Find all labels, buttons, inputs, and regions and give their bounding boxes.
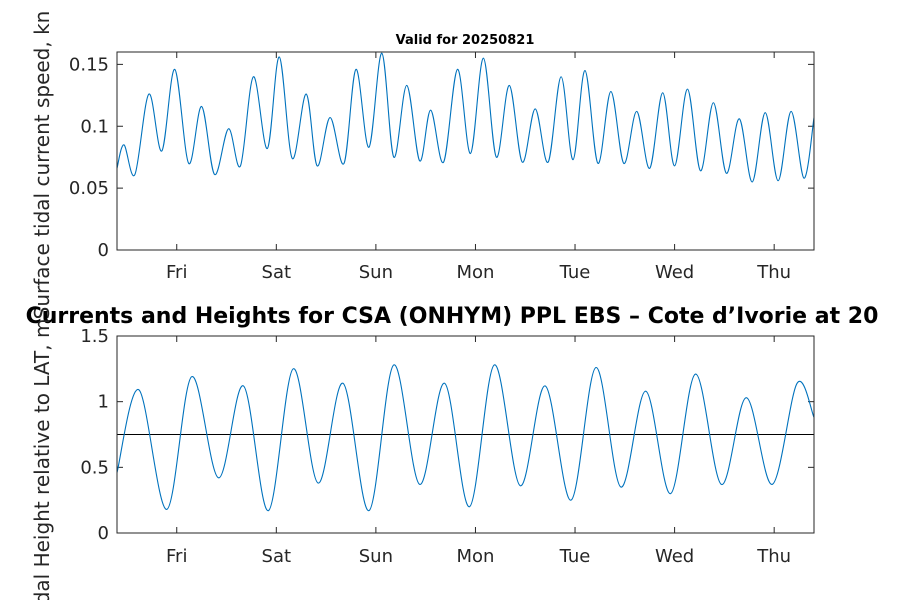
top-x-tick-label: Tue — [559, 262, 591, 283]
bottom-x-tick-label: Wed — [655, 546, 694, 567]
top-x-tick-label: Mon — [456, 262, 494, 283]
top-x-tick-label: Sat — [262, 262, 292, 283]
bottom-x-tick-label: Thu — [756, 546, 791, 567]
bottom-y-tick-label: 1.5 — [80, 326, 109, 347]
y-axis-label-bottom: Tidal Height relative to LAT, m — [30, 319, 54, 600]
series-lines-bottom — [116, 364, 815, 512]
top-y-tick-label: 0.05 — [69, 178, 109, 199]
top-x-tick-label: Sun — [359, 262, 393, 283]
top-y-tick-label: 0 — [98, 240, 109, 261]
y-axis-label-top: Surface tidal current speed, kn — [30, 11, 54, 320]
top-x-tick-label: Thu — [756, 262, 791, 283]
bottom-x-tick-label: Sat — [262, 546, 292, 567]
bottom-y-tick-label: 0.5 — [80, 457, 109, 478]
top-x-tick-label: Wed — [655, 262, 694, 283]
top-series-line-0 — [116, 52, 815, 183]
axes-frame-top — [116, 51, 815, 251]
bottom-y-tick-label: 0 — [98, 523, 109, 544]
bottom-x-tick-label: Fri — [166, 546, 187, 567]
axes-frame-bottom — [116, 335, 815, 534]
bottom-x-tick-label: Mon — [456, 546, 494, 567]
top-y-tick-label: 0.1 — [80, 116, 109, 137]
bottom-series-line-0 — [116, 364, 815, 512]
chart-title-top: Valid for 20250821 — [396, 33, 535, 48]
series-lines-top — [116, 52, 815, 183]
top-y-tick-label: 0.15 — [69, 54, 109, 75]
bottom-y-tick-label: 1 — [98, 392, 109, 413]
bottom-x-tick-label: Tue — [559, 546, 591, 567]
axis-ticks-bottom: Fri Sat Sun Mon Tue Wed Thu 0 0.5 1 1.5 — [80, 326, 814, 567]
tidal-height-plot: Currents and Heights for CSA (ONHYM) PPL… — [26, 304, 879, 600]
axis-ticks-top: Fri Sat Sun Mon Tue Wed Thu 0 0.05 0.1 0.15 — [69, 52, 814, 283]
top-x-tick-label: Fri — [166, 262, 187, 283]
chart-title-bottom: Currents and Heights for CSA (ONHYM) PPL… — [26, 304, 879, 329]
bottom-x-tick-label: Sun — [359, 546, 393, 567]
current-speed-plot: Valid for 20250821 Surface tidal current… — [30, 11, 815, 320]
